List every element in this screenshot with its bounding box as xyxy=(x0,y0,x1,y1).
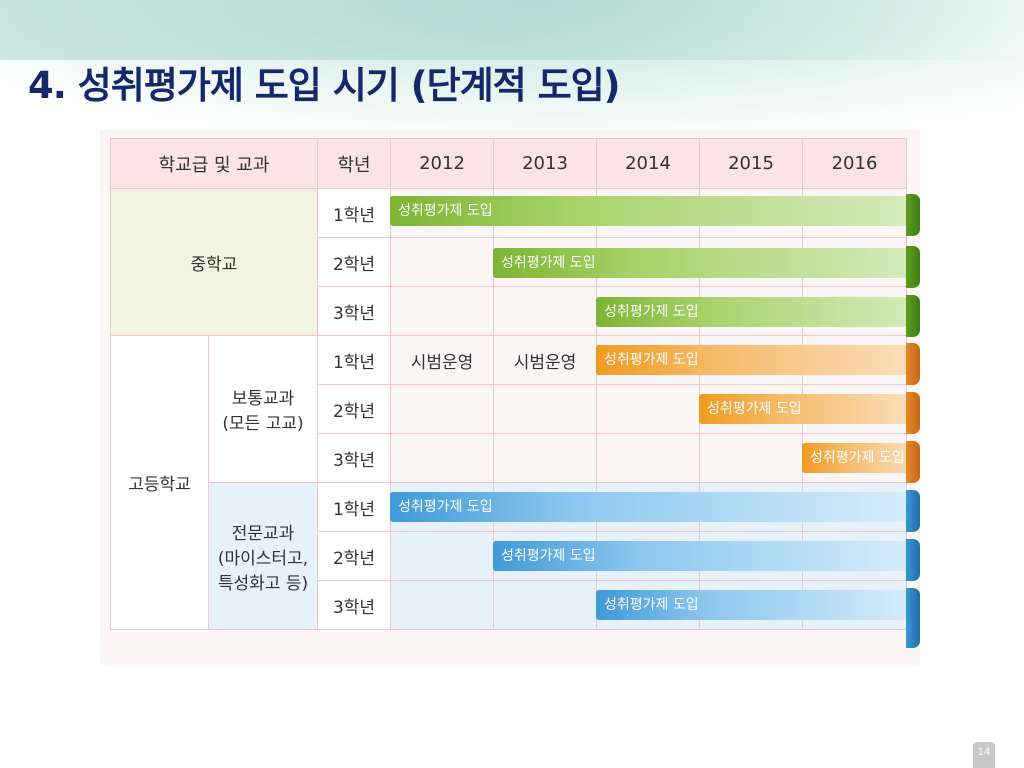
adoption-bar: 성취평가제 도입 xyxy=(596,345,920,375)
general-label-line: 보통교과 xyxy=(231,389,295,409)
vocational-label-line: 특성화고 등) xyxy=(217,573,309,594)
grade-cell: 2학년 xyxy=(317,531,391,581)
year-cell xyxy=(493,286,597,336)
ribbon-end xyxy=(906,295,920,337)
year-cell xyxy=(493,433,597,483)
adoption-bar: 성취평가제 도입 xyxy=(493,248,920,278)
year-cell xyxy=(390,580,494,630)
ribbon-end xyxy=(906,194,920,236)
ribbon-end xyxy=(906,490,920,532)
adoption-bar: 성취평가제 도입 xyxy=(390,196,920,226)
trial-cell: 시범운영 xyxy=(390,335,494,385)
header-year: 2015 xyxy=(699,138,803,189)
vocational-label-line: (마이스터고, xyxy=(217,548,309,569)
header-year: 2013 xyxy=(493,138,597,189)
slide-title: 4. 성취평가제 도입 시기 (단계적 도입) xyxy=(28,64,621,107)
year-cell xyxy=(493,580,597,630)
grade-cell: 1학년 xyxy=(317,482,391,532)
header-row: 학교급 및 교과 학년 2012 2013 2014 2015 2016 xyxy=(110,138,907,189)
header-year: 2016 xyxy=(802,138,907,189)
ribbon-end xyxy=(906,441,920,483)
adoption-bar: 성취평가제 도입 xyxy=(802,443,920,473)
year-cell xyxy=(390,286,494,336)
ribbon-end xyxy=(906,588,920,648)
grade-cell: 3학년 xyxy=(317,580,391,630)
grade-cell: 2학년 xyxy=(317,384,391,434)
middle-school-label: 중학교 xyxy=(110,188,318,336)
adoption-bar: 성취평가제 도입 xyxy=(596,297,920,327)
year-cell xyxy=(390,531,494,581)
adoption-bar: 성취평가제 도입 xyxy=(596,590,920,620)
grade-cell: 1학년 xyxy=(317,188,391,238)
ribbon-end xyxy=(906,392,920,434)
grade-cell: 3학년 xyxy=(317,433,391,483)
year-cell xyxy=(699,433,803,483)
page-number: 14 xyxy=(973,742,995,768)
grade-cell: 1학년 xyxy=(317,335,391,385)
adoption-bar: 성취평가제 도입 xyxy=(390,492,920,522)
year-cell xyxy=(596,384,700,434)
ribbon-end xyxy=(906,343,920,385)
year-cell xyxy=(390,433,494,483)
general-label-line: (모든 고교) xyxy=(222,414,304,434)
header-grade: 학년 xyxy=(317,138,391,189)
year-cell xyxy=(493,384,597,434)
adoption-bar: 성취평가제 도입 xyxy=(493,541,920,571)
header-band xyxy=(0,0,1024,60)
header-school-subject: 학교급 및 교과 xyxy=(110,138,318,189)
general-subject-label: 보통교과 (모든 고교) xyxy=(208,335,318,483)
ribbon-end xyxy=(906,246,920,288)
year-cell xyxy=(596,433,700,483)
ribbon-end xyxy=(906,539,920,581)
grade-cell: 3학년 xyxy=(317,286,391,336)
year-cell xyxy=(390,237,494,287)
year-cell xyxy=(390,384,494,434)
adoption-bar: 성취평가제 도입 xyxy=(699,394,920,424)
vocational-subject-label: 전문교과 (마이스터고, 특성화고 등) xyxy=(208,482,318,630)
header-year: 2012 xyxy=(390,138,494,189)
header-year: 2014 xyxy=(596,138,700,189)
trial-cell: 시범운영 xyxy=(493,335,597,385)
high-school-label: 고등학교 xyxy=(110,335,209,630)
grade-cell: 2학년 xyxy=(317,237,391,287)
vocational-label-line: 전문교과 xyxy=(231,523,295,544)
